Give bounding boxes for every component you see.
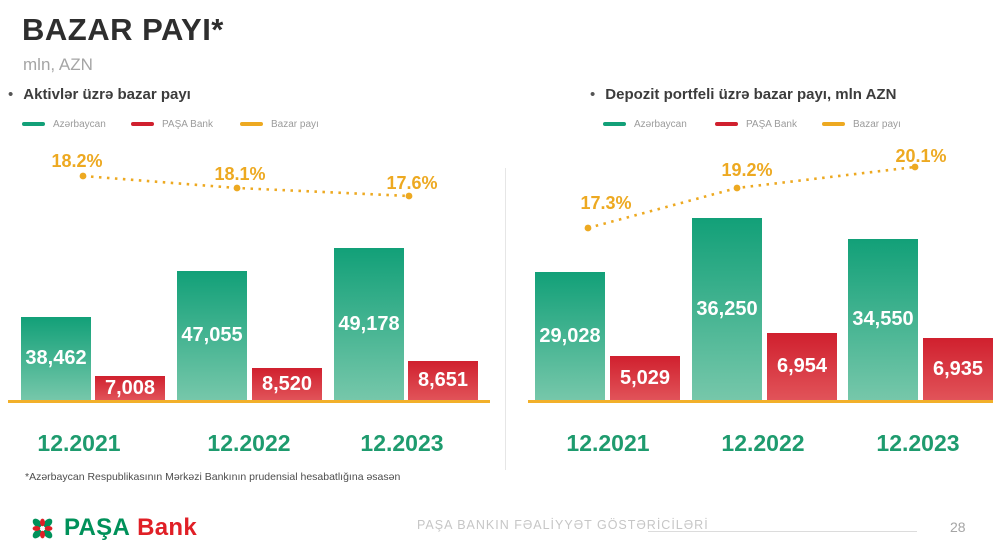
chart-title-right: • Depozit portfeli üzrə bazar payı, mln A… bbox=[590, 86, 896, 103]
legend-swatch-icon bbox=[715, 122, 738, 126]
bar-pasa-bank-12.2021: 7,008 bbox=[95, 376, 165, 400]
legend-swatch-icon bbox=[822, 122, 845, 126]
footer-caption: PAŞA BANKIN FƏALİYYƏT GÖSTƏRİCİLƏRİ bbox=[417, 518, 709, 532]
market-share-label: 17.6% bbox=[386, 173, 438, 193]
bar-azerbaycan-12.2021: 29,028 bbox=[535, 272, 605, 400]
market-share-label: 20.1% bbox=[895, 146, 947, 166]
bar-azerbaycan-12.2022: 47,055 bbox=[177, 271, 247, 400]
legend-item-pa-a-bank: PAŞA Bank bbox=[131, 118, 213, 130]
category-label-12.2023: 12.2023 bbox=[876, 430, 960, 456]
trend-point-icon bbox=[733, 184, 741, 192]
legend-swatch-icon bbox=[22, 122, 45, 126]
legend-item-pa-a-bank: PAŞA Bank bbox=[715, 118, 797, 130]
logo-word-bank: Bank bbox=[137, 514, 197, 541]
legend-label: PAŞA Bank bbox=[746, 118, 797, 130]
bar-azerbaycan-12.2023: 34,550 bbox=[848, 239, 918, 400]
market-share-label: 19.2% bbox=[721, 160, 773, 180]
bar-value-label: 36,250 bbox=[696, 297, 758, 320]
bar-azerbaycan-12.2023: 49,178 bbox=[334, 248, 404, 400]
bar-azerbaycan-12.2021: 38,462 bbox=[21, 317, 91, 400]
category-label-12.2023: 12.2023 bbox=[360, 430, 444, 456]
chart-title-text: Aktivlər üzrə bazar payı bbox=[23, 86, 191, 103]
logo-word-pasa: PAŞA bbox=[64, 514, 131, 541]
bar-value-label: 34,550 bbox=[852, 308, 914, 330]
bar-pasa-bank-12.2022: 8,520 bbox=[252, 368, 322, 400]
chart-title-text: Depozit portfeli üzrə bazar payı, mln AZ… bbox=[605, 86, 897, 103]
bar-value-label: 47,055 bbox=[181, 324, 243, 346]
category-label-12.2022: 12.2022 bbox=[207, 430, 291, 456]
legend-item-bazar-pay-: Bazar payı bbox=[240, 118, 319, 130]
bar-value-label: 8,651 bbox=[417, 369, 469, 391]
bar-value-label: 5,029 bbox=[619, 366, 671, 389]
bar-pasa-bank-12.2021: 5,029 bbox=[610, 356, 680, 400]
legend-swatch-icon bbox=[240, 122, 263, 126]
bar-value-label: 6,954 bbox=[776, 355, 828, 377]
bank-logo: PAŞA Bank bbox=[29, 514, 197, 542]
trend-point-icon bbox=[233, 184, 241, 192]
legend-label: Bazar payı bbox=[853, 118, 901, 130]
market-share-label: 17.3% bbox=[580, 193, 632, 213]
axis-baseline bbox=[8, 400, 490, 403]
bar-value-label: 38,462 bbox=[25, 347, 87, 369]
bar-value-label: 6,935 bbox=[932, 357, 984, 380]
bar-pasa-bank-12.2022: 6,954 bbox=[767, 333, 837, 400]
bullet-icon: • bbox=[8, 86, 14, 103]
legend-label: Azərbaycan bbox=[53, 118, 106, 130]
legend-item-bazar-pay-: Bazar payı bbox=[822, 118, 901, 130]
chart-title-left: • Aktivlər üzrə bazar payı bbox=[8, 86, 191, 103]
category-label-12.2021: 12.2021 bbox=[37, 430, 121, 456]
pasha-flower-icon bbox=[32, 518, 53, 538]
footnote: *Azərbaycan Respublikasının Mərkəzi Bank… bbox=[25, 471, 401, 483]
bar-pasa-bank-12.2023: 8,651 bbox=[408, 361, 478, 400]
axis-baseline bbox=[528, 400, 993, 403]
market-share-label: 18.1% bbox=[214, 164, 266, 184]
bar-azerbaycan-12.2022: 36,250 bbox=[692, 218, 762, 400]
category-label-12.2022: 12.2022 bbox=[721, 430, 805, 456]
legend-swatch-icon bbox=[603, 122, 626, 126]
bar-value-label: 49,178 bbox=[338, 312, 400, 335]
legend-swatch-icon bbox=[131, 122, 154, 126]
bar-pasa-bank-12.2023: 6,935 bbox=[923, 338, 993, 400]
bar-value-label: 7,008 bbox=[104, 376, 156, 399]
category-label-12.2021: 12.2021 bbox=[566, 430, 650, 456]
page-title: BAZAR PAYI* bbox=[22, 12, 224, 47]
bullet-icon: • bbox=[590, 86, 596, 103]
market-share-label: 18.2% bbox=[51, 151, 103, 171]
legend-label: PAŞA Bank bbox=[162, 118, 213, 130]
bar-value-label: 29,028 bbox=[539, 324, 601, 347]
footer-divider-line bbox=[648, 531, 917, 532]
page-subtitle: mln, AZN bbox=[23, 55, 93, 74]
bar-value-label: 8,520 bbox=[261, 372, 313, 395]
legend-item-az-rbaycan: Azərbaycan bbox=[603, 118, 687, 130]
panel-divider bbox=[505, 168, 506, 470]
legend-label: Azərbaycan bbox=[634, 118, 687, 130]
trend-point-icon bbox=[584, 224, 592, 232]
legend-item-az-rbaycan: Azərbaycan bbox=[22, 118, 106, 130]
trend-point-icon bbox=[79, 172, 87, 180]
page-number: 28 bbox=[950, 519, 966, 535]
legend-label: Bazar payı bbox=[271, 118, 319, 130]
